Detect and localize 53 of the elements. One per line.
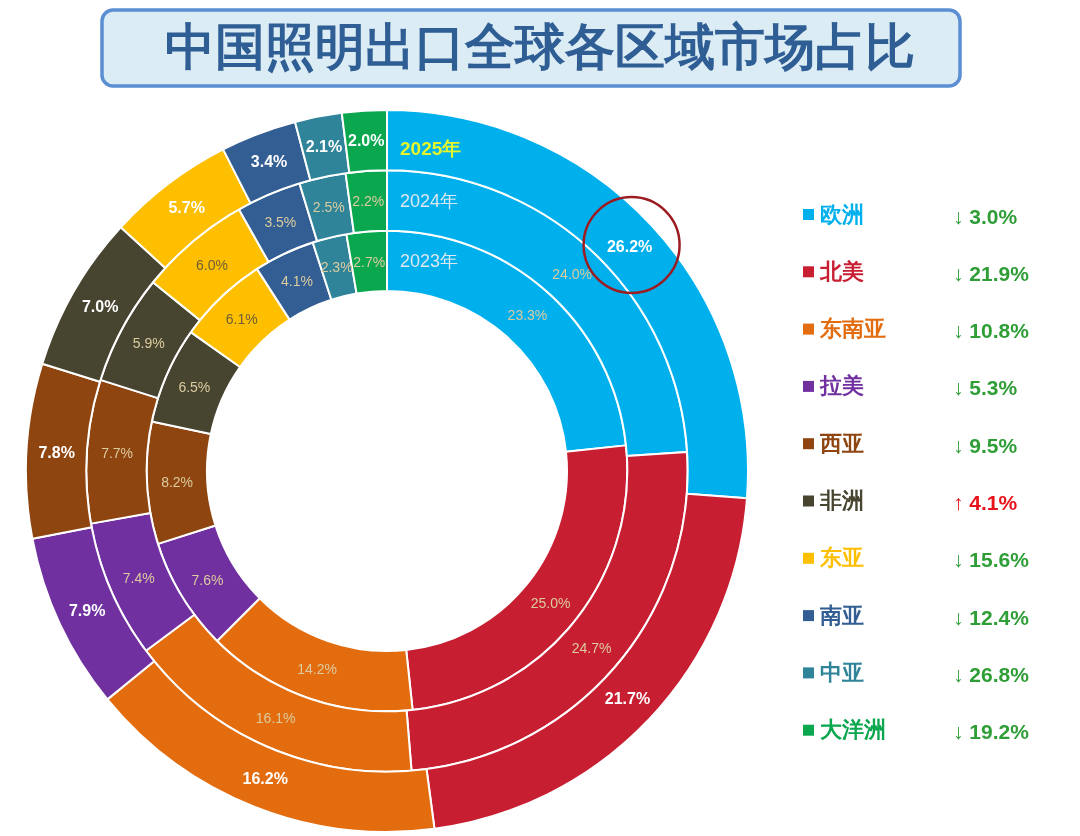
data-label: 6.0%: [196, 256, 228, 273]
data-label: 14.2%: [297, 661, 337, 678]
legend-label: 西亚: [819, 430, 864, 456]
data-label: 26.2%: [606, 237, 653, 255]
text: ↓ 5.3%: [953, 376, 1018, 400]
legend-label: 欧洲: [820, 201, 864, 227]
slice-label: 2023年: [400, 250, 459, 271]
data-label: 2.0%: [347, 132, 385, 150]
data-label: 7.6%: [191, 572, 224, 589]
chart-title: 中国照明出口全球各区域市场占比: [165, 19, 915, 75]
text: ↑ 4.1%: [953, 491, 1018, 514]
text: ↓ 9.5%: [953, 433, 1018, 457]
legend-label: 大洋洲: [820, 717, 886, 743]
data-label: 7.9%: [68, 602, 106, 620]
data-label: 25.0%: [530, 594, 571, 611]
data-label: 2.2%: [352, 193, 385, 210]
data-label: 21.7%: [604, 689, 651, 707]
data-label: 2.1%: [305, 137, 343, 155]
data-label: 8.2%: [161, 473, 194, 490]
legend-label: 东南亚: [819, 316, 886, 342]
text: ↓ 19.2%: [953, 720, 1030, 744]
data-label: 3.5%: [264, 214, 297, 231]
text: ↓ 12.4%: [953, 605, 1030, 629]
data-label: 7.4%: [122, 570, 155, 587]
data-label: 5.7%: [168, 199, 205, 217]
legend-label: 南亚: [819, 602, 864, 628]
data-label: 7.0%: [81, 297, 119, 315]
legend-label: 非洲: [819, 488, 864, 513]
data-label: 7.8%: [38, 443, 75, 461]
legend-label: 北美: [819, 258, 864, 284]
data-label: 24.0%: [552, 265, 593, 282]
text: ↓ 26.8%: [953, 662, 1030, 686]
data-label: 2.5%: [312, 198, 345, 215]
data-label: 6.5%: [178, 378, 211, 395]
legend-label: 中亚: [820, 659, 864, 685]
slice-label: 2025年: [400, 137, 462, 159]
text: ↓ 15.6%: [953, 548, 1030, 572]
data-label: 2.7%: [353, 253, 386, 270]
text: ↓ 10.8%: [953, 319, 1030, 343]
data-label: 16.1%: [255, 709, 296, 726]
data-label: 16.2%: [242, 770, 288, 788]
data-label: 7.7%: [101, 445, 134, 462]
legend-label: 拉美: [819, 373, 864, 399]
data-label: 23.3%: [507, 306, 548, 323]
data-label: 4.1%: [280, 273, 313, 290]
text: ↓ 3.0%: [953, 204, 1018, 228]
slice-label: 2024年: [400, 190, 459, 211]
data-label: 5.9%: [132, 334, 165, 351]
legend-label: 东亚: [819, 545, 864, 571]
data-label: 3.4%: [250, 153, 288, 171]
text: ↓ 21.9%: [953, 261, 1030, 285]
data-label: 24.7%: [571, 639, 612, 656]
data-label: 6.1%: [225, 311, 258, 328]
